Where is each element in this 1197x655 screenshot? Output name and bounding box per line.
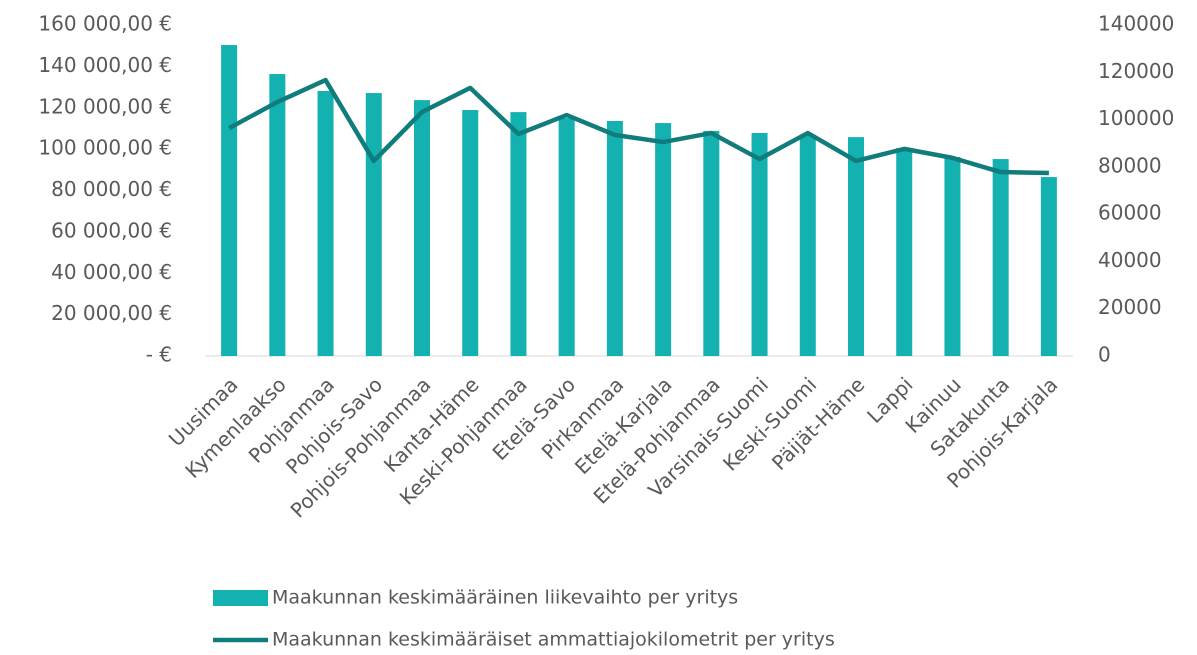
bar: [703, 130, 720, 356]
bar: [1040, 177, 1057, 356]
y-tick-label: 80 000,00 €: [51, 177, 172, 201]
bar: [365, 93, 382, 356]
legend-swatch: [213, 590, 268, 606]
y-tick-label: 60 000,00 €: [51, 218, 172, 242]
bar: [317, 90, 334, 356]
y-tick-label: - €: [146, 343, 172, 367]
bar: [606, 120, 623, 357]
bar: [655, 123, 672, 356]
y-tick-label: 120 000,00 €: [38, 94, 172, 118]
bar: [944, 156, 961, 356]
y2-tick-label: 120000: [1098, 59, 1174, 83]
bar: [462, 110, 479, 356]
bar: [896, 148, 913, 356]
y2-tick-label: 100000: [1098, 106, 1174, 130]
y2-tick-label: 80000: [1098, 153, 1162, 177]
legend-label: Maakunnan keskimääräinen liikevaihto per…: [272, 587, 738, 609]
bar: [848, 137, 864, 356]
y2-tick-label: 60000: [1098, 201, 1162, 225]
y2-tick-label: 40000: [1098, 248, 1162, 272]
y-tick-label: 140 000,00 €: [38, 53, 172, 77]
y-tick-label: 40 000,00 €: [51, 260, 172, 284]
bar: [414, 100, 430, 356]
y-tick-label: 20 000,00 €: [51, 301, 172, 325]
bar: [751, 132, 768, 356]
y2-tick-label: 20000: [1098, 295, 1162, 319]
bar: [558, 118, 575, 356]
y-tick-label: 100 000,00 €: [38, 136, 172, 160]
bar: [799, 134, 816, 356]
y2-tick-label: 140000: [1098, 12, 1174, 36]
legend-label: Maakunnan keskimääräiset ammattiajokilom…: [272, 629, 835, 651]
y-tick-label: 160 000,00 €: [38, 12, 172, 36]
y2-tick-label: 0: [1098, 343, 1111, 367]
bar: [992, 159, 1009, 356]
line: [228, 77, 1049, 176]
bar: [510, 112, 527, 356]
bar: [269, 74, 286, 357]
bar: [221, 45, 238, 357]
